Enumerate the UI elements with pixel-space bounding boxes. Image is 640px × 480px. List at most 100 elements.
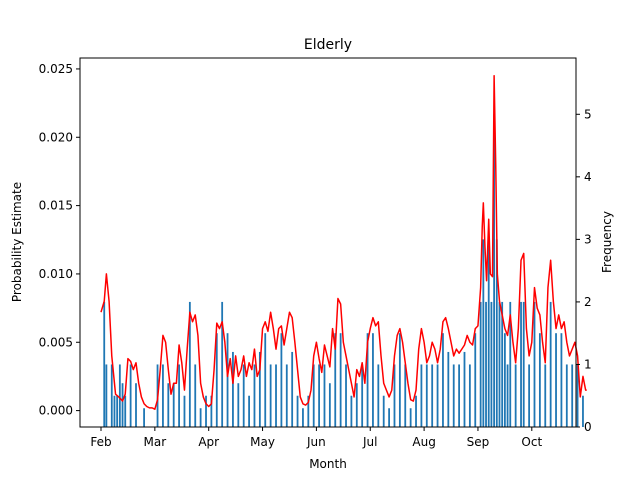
frequency-bar: [275, 364, 277, 427]
frequency-bar: [124, 395, 127, 427]
frequency-bar: [253, 364, 256, 427]
x-tick-label: Aug: [412, 435, 435, 449]
frequency-bar: [110, 364, 113, 427]
frequency-bar: [307, 395, 310, 427]
frequency-bar: [479, 301, 482, 427]
frequency-bar: [388, 408, 390, 427]
frequency-bar: [377, 364, 380, 427]
frequency-bar: [350, 395, 353, 427]
x-tick-label: Jul: [362, 435, 377, 449]
frequency-bar: [194, 364, 197, 427]
frequency-bar: [555, 333, 557, 427]
frequency-bar: [503, 333, 506, 427]
frequency-bar: [560, 333, 563, 427]
y-right-tick-label: 4: [584, 170, 592, 184]
frequency-bar: [105, 364, 108, 427]
frequency-bar: [199, 408, 202, 427]
probability-line-layer: [100, 75, 587, 410]
frequency-bar: [339, 333, 342, 427]
frequency-bar: [431, 364, 434, 427]
frequency-bar: [328, 383, 331, 427]
frequency-bar: [490, 301, 493, 427]
frequency-bar: [576, 364, 579, 427]
frequency-bar: [226, 333, 229, 427]
y-axis-left: 0.000 0.005 0.010 0.015 0.020 0.025: [39, 62, 80, 418]
frequency-bar: [221, 301, 224, 427]
frequency-bar: [474, 333, 477, 427]
frequency-bar: [442, 333, 444, 427]
y-axis-right: 0 1 2 3 4 5: [576, 107, 592, 434]
frequency-bar: [269, 364, 272, 427]
frequency-bar: [215, 333, 218, 427]
frequency-bar: [172, 383, 175, 427]
frequency-bar: [498, 301, 501, 427]
x-tick-label: May: [250, 435, 275, 449]
frequency-bar: [520, 301, 522, 427]
frequency-bar: [495, 239, 498, 427]
frequency-bar: [296, 395, 299, 427]
frequency-bar: [285, 364, 288, 427]
frequency-bar: [135, 383, 137, 427]
frequency-bar: [514, 364, 517, 427]
x-axis: Feb Mar Apr May Jun Jul Aug Sep Oct: [90, 427, 542, 449]
frequency-bar: [121, 383, 124, 427]
x-tick-label: Apr: [198, 435, 219, 449]
frequency-bar: [232, 351, 234, 427]
frequency-bar: [361, 364, 364, 427]
frequency-bar: [366, 333, 369, 427]
frequency-bar: [409, 408, 412, 427]
frequency-bar: [506, 364, 509, 427]
frequency-bar: [334, 333, 337, 427]
frequency-bar: [447, 351, 450, 427]
frequency-bar: [355, 383, 358, 427]
frequency-bar: [291, 351, 294, 427]
x-tick-label: Oct: [521, 435, 542, 449]
frequency-bar: [345, 364, 347, 427]
frequency-bar: [544, 364, 547, 427]
frequency-bar: [549, 301, 552, 427]
y-right-tick-label: 3: [584, 232, 592, 246]
frequency-bar: [463, 351, 466, 427]
y-left-tick-label: 0.015: [39, 199, 73, 213]
frequency-bar: [398, 333, 401, 427]
frequency-bar: [280, 333, 283, 427]
frequency-bar: [487, 239, 490, 427]
frequency-bar: [458, 364, 460, 427]
frequency-bar: [582, 395, 584, 427]
frequency-bar: [509, 301, 512, 427]
frequency-bar: [116, 395, 119, 427]
frequency-bar: [188, 301, 191, 427]
frequency-bar: [167, 383, 170, 427]
frequency-bar: [493, 114, 496, 427]
frequency-bar: [248, 395, 250, 427]
frequency-bar: [482, 239, 485, 427]
y-right-tick-label: 1: [584, 357, 592, 371]
frequency-bar: [323, 364, 326, 427]
frequency-bar: [420, 364, 423, 427]
y-left-tick-label: 0.000: [39, 404, 73, 418]
y-axis-right-label: Frequency: [600, 211, 614, 273]
y-right-tick-label: 0: [584, 420, 592, 434]
frequency-bar: [312, 364, 315, 427]
y-axis-left-label: Probability Estimate: [10, 182, 24, 302]
frequency-bar: [264, 333, 267, 427]
frequency-bar: [538, 333, 541, 427]
frequency-bar: [501, 301, 504, 427]
y-right-tick-label: 2: [584, 295, 592, 309]
frequency-bar: [415, 395, 417, 427]
plot-frame: [79, 57, 577, 428]
x-tick-label: Sep: [467, 435, 490, 449]
y-left-tick-label: 0.025: [39, 62, 73, 76]
frequency-bar: [468, 364, 471, 427]
frequency-bar: [210, 395, 213, 427]
frequency-bar: [382, 395, 385, 427]
frequency-bar: [162, 364, 164, 427]
x-tick-label: Feb: [90, 435, 111, 449]
y-left-tick-label: 0.020: [39, 130, 73, 144]
frequency-bar: [237, 383, 240, 427]
frequency-bar: [393, 364, 396, 427]
frequency-bar: [205, 395, 207, 427]
frequency-bar: [404, 364, 407, 427]
